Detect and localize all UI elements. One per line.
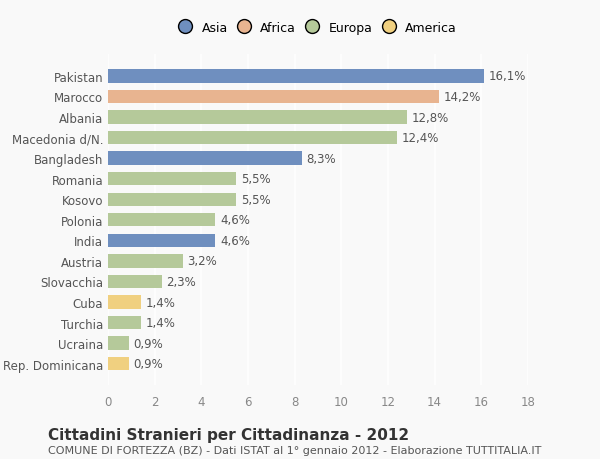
Text: 0,9%: 0,9% bbox=[134, 358, 163, 370]
Text: 2,3%: 2,3% bbox=[166, 275, 196, 288]
Bar bbox=[108, 111, 407, 124]
Text: 12,4%: 12,4% bbox=[402, 132, 439, 145]
Bar bbox=[108, 275, 161, 289]
Bar bbox=[108, 337, 129, 350]
Bar bbox=[108, 213, 215, 227]
Text: Cittadini Stranieri per Cittadinanza - 2012: Cittadini Stranieri per Cittadinanza - 2… bbox=[48, 427, 409, 442]
Bar bbox=[108, 316, 140, 330]
Text: 0,9%: 0,9% bbox=[134, 337, 163, 350]
Text: 12,8%: 12,8% bbox=[412, 111, 449, 124]
Text: 1,4%: 1,4% bbox=[145, 296, 175, 309]
Bar bbox=[108, 70, 484, 84]
Text: 5,5%: 5,5% bbox=[241, 173, 271, 186]
Legend: Asia, Africa, Europa, America: Asia, Africa, Europa, America bbox=[175, 18, 461, 39]
Bar bbox=[108, 296, 140, 309]
Text: 8,3%: 8,3% bbox=[307, 152, 336, 165]
Bar bbox=[108, 90, 439, 104]
Bar bbox=[108, 255, 182, 268]
Text: 4,6%: 4,6% bbox=[220, 214, 250, 227]
Bar bbox=[108, 357, 129, 370]
Bar bbox=[108, 193, 236, 207]
Bar bbox=[108, 234, 215, 247]
Bar bbox=[108, 173, 236, 186]
Bar bbox=[108, 132, 397, 145]
Text: 3,2%: 3,2% bbox=[187, 255, 217, 268]
Text: 4,6%: 4,6% bbox=[220, 235, 250, 247]
Text: 16,1%: 16,1% bbox=[488, 70, 526, 83]
Bar bbox=[108, 152, 302, 165]
Text: 14,2%: 14,2% bbox=[444, 91, 481, 104]
Text: COMUNE DI FORTEZZA (BZ) - Dati ISTAT al 1° gennaio 2012 - Elaborazione TUTTITALI: COMUNE DI FORTEZZA (BZ) - Dati ISTAT al … bbox=[48, 445, 541, 455]
Text: 1,4%: 1,4% bbox=[145, 316, 175, 330]
Text: 5,5%: 5,5% bbox=[241, 193, 271, 206]
